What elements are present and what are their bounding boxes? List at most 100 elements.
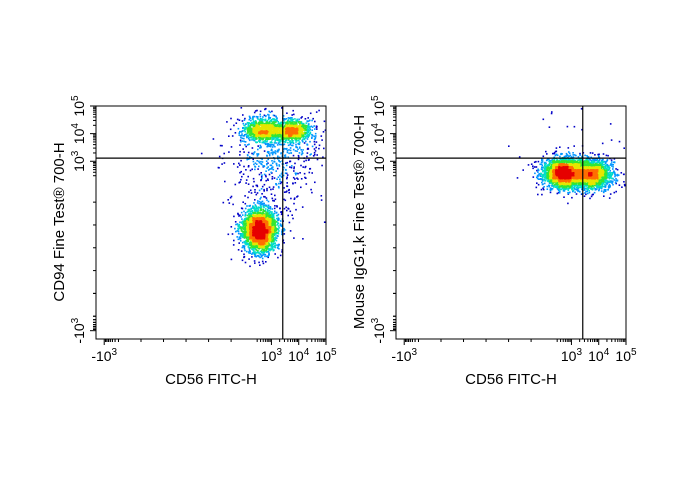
event-dot [315,125,318,127]
event-dot [278,140,281,142]
event-dot [298,156,300,159]
event-dot [286,174,289,176]
event-dot [264,245,266,248]
event-dot [294,172,297,174]
event-dot [267,209,269,212]
event-dot [279,254,282,257]
event-dot [239,154,241,156]
event-dot [302,136,304,139]
event-dot [263,246,265,249]
event-dot [262,220,264,222]
event-dot [250,237,253,239]
event-dot [289,147,292,149]
event-dot [263,214,266,216]
event-dot [242,173,245,175]
event-dot [287,214,289,217]
event-dot [241,259,244,262]
event-dot [259,218,262,221]
event-dot [252,233,254,236]
event-dot [284,141,287,143]
event-dot [289,127,291,129]
event-dot [285,137,287,139]
event-dot [265,240,267,243]
event-dot [265,204,268,207]
event-dot [311,137,313,139]
event-dot [261,257,264,260]
event-dot [304,176,306,179]
event-dot [257,233,259,236]
event-dot [271,128,274,130]
event-dot [252,131,254,133]
event-dot [266,215,269,217]
event-dot [294,118,296,120]
event-dot [265,220,267,222]
event-dot [266,243,269,246]
event-dot [263,216,266,219]
event-dot [241,175,243,178]
event-dot [267,250,269,253]
event-dot [252,153,255,156]
event-dot [252,246,255,248]
event-dot [285,164,288,167]
event-dot [315,111,318,113]
event-dot [260,237,263,240]
event-dot [241,229,243,231]
event-dot [268,168,271,170]
event-dot [253,163,255,166]
event-dot [249,189,252,192]
event-dot [320,135,323,137]
event-dot [267,125,270,128]
event-dot [240,207,243,209]
event-dot [297,135,300,138]
event-dot [268,110,270,113]
event-dot [254,251,257,253]
event-dot [289,140,291,142]
event-dot [293,120,295,123]
event-dot [265,223,267,225]
event-dot [247,220,249,222]
event-dot [257,215,259,217]
event-dot [274,237,276,239]
event-dot [242,114,244,116]
event-dot [288,121,291,123]
event-dot [270,236,273,239]
event-dot [294,182,297,184]
event-dot [292,217,294,220]
event-dot [256,126,259,129]
event-dot [277,155,279,158]
event-dot [253,228,255,230]
event-dot [250,231,252,234]
event-dot [262,211,265,213]
event-dot [282,148,285,151]
event-dot [263,131,266,134]
event-dot [267,256,269,259]
event-dot [289,160,291,163]
event-dot [261,134,263,137]
event-dot [298,129,301,131]
event-dot [309,140,311,143]
event-dots [200,107,327,268]
event-dot [264,253,267,256]
event-dot [272,239,275,241]
event-dot [295,141,297,143]
event-dot [320,195,323,197]
event-dot [243,235,246,237]
event-dot [283,121,286,123]
event-dot [250,247,252,249]
event-dot [247,234,249,236]
event-dot [253,151,256,153]
event-dot [229,128,232,131]
event-dot [308,133,311,135]
event-dot [237,238,240,241]
event-dot [243,129,246,132]
event-dot [260,124,262,126]
event-dot [267,255,270,257]
event-dot [270,148,273,151]
event-dot [254,242,256,244]
event-dot [274,242,276,244]
event-dot [254,246,256,248]
event-dot [314,132,317,135]
event-dot [265,137,268,139]
event-dot [267,131,269,133]
